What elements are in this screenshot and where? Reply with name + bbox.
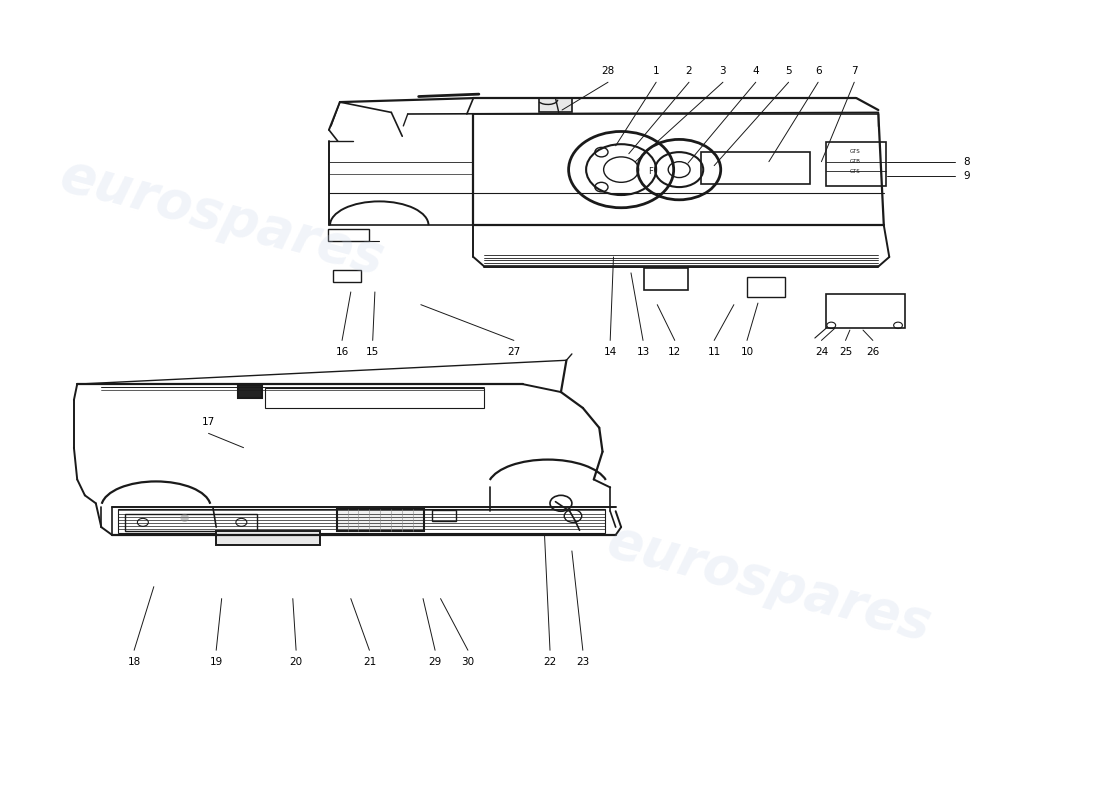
Text: 30: 30 [461, 657, 474, 666]
Text: 10: 10 [740, 346, 754, 357]
Text: 9: 9 [964, 171, 970, 181]
Bar [826, 142, 886, 186]
Text: ⬤: ⬤ [179, 513, 189, 522]
Text: 16: 16 [336, 346, 349, 357]
Bar [125, 514, 256, 531]
Text: 7: 7 [851, 66, 858, 76]
Bar [265, 388, 484, 408]
Text: GTB: GTB [850, 159, 861, 164]
Text: 28: 28 [602, 66, 615, 76]
Text: 12: 12 [668, 346, 681, 357]
Text: 8: 8 [964, 157, 970, 166]
Text: 22: 22 [543, 657, 557, 666]
Bar [118, 509, 605, 533]
Bar [826, 294, 904, 329]
Text: GTS: GTS [850, 170, 860, 174]
Bar [328, 229, 370, 241]
Bar [432, 510, 455, 521]
Bar [701, 152, 811, 184]
Text: 6: 6 [815, 66, 822, 76]
Text: 26: 26 [866, 346, 880, 357]
Text: 18: 18 [128, 657, 141, 666]
Text: 17: 17 [202, 417, 216, 427]
Text: GTS: GTS [850, 149, 860, 154]
Text: F: F [648, 167, 653, 177]
Text: 24: 24 [815, 346, 828, 357]
Text: 29: 29 [429, 657, 442, 666]
Text: 2: 2 [685, 66, 692, 76]
Text: 1: 1 [652, 66, 660, 76]
Text: eurospares: eurospares [54, 149, 389, 286]
Text: 11: 11 [707, 346, 721, 357]
Text: 13: 13 [637, 346, 650, 357]
Bar [645, 268, 688, 290]
Text: 5: 5 [785, 66, 792, 76]
Bar [333, 270, 361, 282]
Bar [539, 98, 572, 113]
Text: 4: 4 [752, 66, 759, 76]
Text: 3: 3 [719, 66, 726, 76]
Text: 27: 27 [507, 346, 520, 357]
Bar [747, 277, 785, 297]
Text: 20: 20 [289, 657, 302, 666]
Text: 25: 25 [839, 346, 853, 357]
Bar [217, 531, 320, 545]
Text: 21: 21 [363, 657, 376, 666]
Text: 19: 19 [210, 657, 223, 666]
Text: 14: 14 [604, 346, 617, 357]
Text: eurospares: eurospares [602, 514, 936, 651]
Text: 23: 23 [576, 657, 590, 666]
Bar [337, 509, 425, 531]
Text: 15: 15 [366, 346, 379, 357]
Bar [238, 385, 262, 398]
